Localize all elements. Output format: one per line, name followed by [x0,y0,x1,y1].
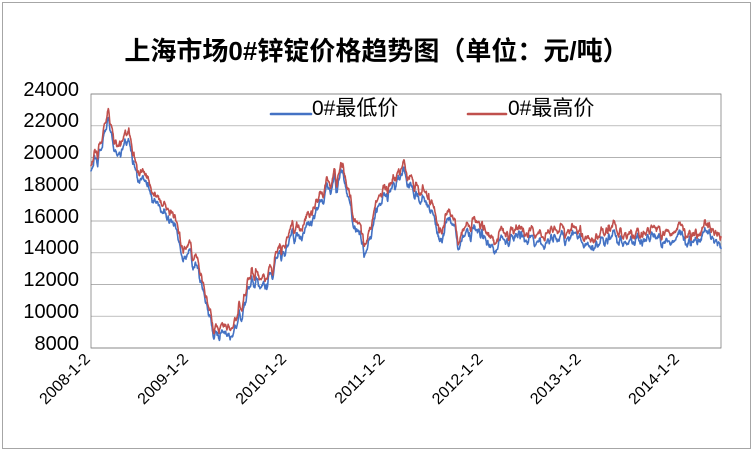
svg-text:2014-1-2: 2014-1-2 [626,351,683,408]
svg-text:2009-1-2: 2009-1-2 [135,351,192,408]
svg-text:2010-1-2: 2010-1-2 [233,351,290,408]
svg-text:2011-1-2: 2011-1-2 [332,351,389,408]
svg-text:2013-1-2: 2013-1-2 [527,351,584,408]
svg-text:2012-1-2: 2012-1-2 [429,351,486,408]
svg-text:2008-1-2: 2008-1-2 [37,351,94,408]
